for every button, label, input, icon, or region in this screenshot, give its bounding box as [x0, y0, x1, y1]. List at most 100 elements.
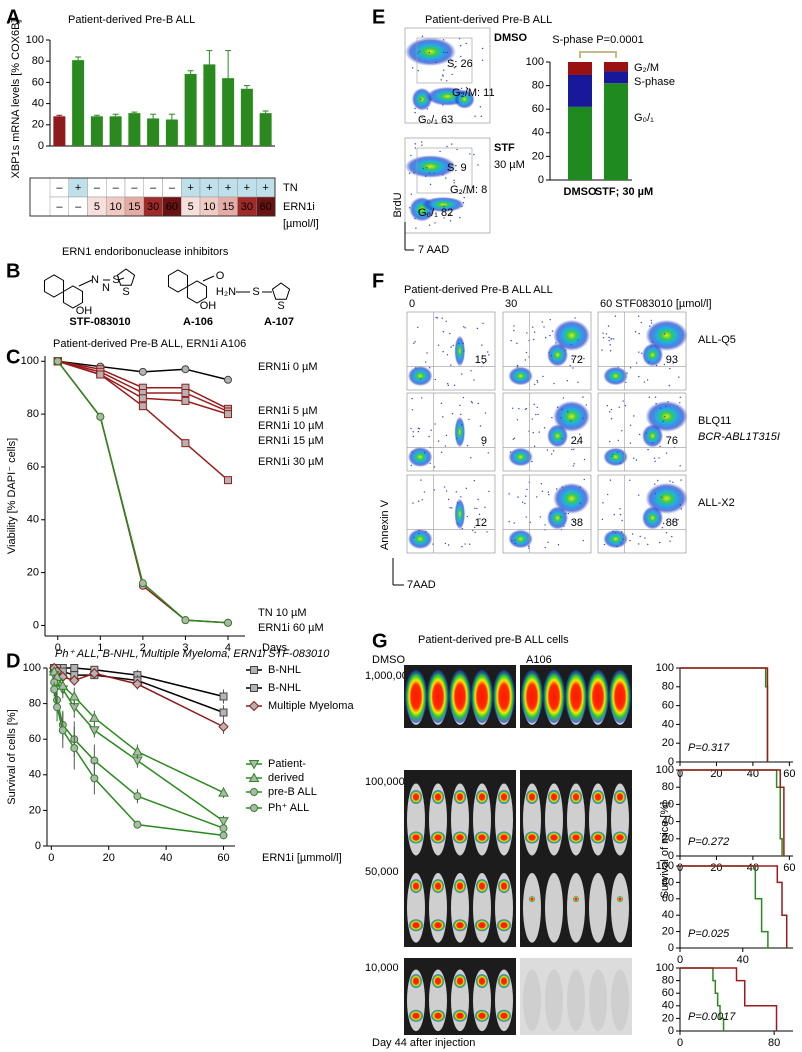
flow-event — [663, 333, 666, 335]
y-tick-label: 80 — [662, 975, 674, 987]
flow-event — [537, 413, 539, 416]
gate-label: G₀/₁ 63 — [418, 114, 453, 126]
signal — [569, 831, 583, 844]
y-tick-label: 0 — [668, 942, 674, 954]
flow-event — [582, 417, 584, 419]
flow-density — [454, 498, 466, 530]
y-axis-label: XBP1s mRNA levels [% COX6B] — [10, 20, 22, 179]
y-tick-label: 40 — [662, 909, 674, 921]
signal — [475, 831, 489, 844]
signal — [431, 919, 445, 932]
annotation: P=0.0017 — [688, 1011, 736, 1023]
flow-event — [529, 521, 531, 524]
marker — [89, 712, 100, 722]
flow-event — [525, 495, 527, 497]
flow-event — [608, 339, 610, 342]
mouse — [567, 873, 585, 943]
legend-label: ERN1i 30 µM — [258, 456, 324, 468]
flow-event — [414, 107, 416, 110]
flow-event — [571, 448, 573, 451]
signal — [431, 831, 445, 844]
table-cell-text: 30 — [241, 201, 253, 213]
flow-event — [645, 432, 648, 434]
flow-event — [532, 432, 534, 434]
signal — [617, 896, 623, 903]
flow-event — [461, 546, 463, 548]
bar — [128, 113, 141, 146]
flow-event — [426, 167, 428, 169]
flow-event — [625, 381, 627, 384]
signal — [432, 974, 444, 989]
flow-event — [612, 530, 614, 533]
atom-label: OH — [200, 300, 217, 312]
y-tick-label: 60 — [29, 733, 41, 745]
table-cell-text: + — [75, 182, 81, 194]
flow-event — [663, 363, 666, 366]
flow-event — [526, 332, 528, 334]
flow-event — [473, 153, 475, 156]
mouse — [567, 969, 585, 1032]
flow-event — [421, 35, 424, 38]
flow-density — [547, 506, 569, 530]
flow-event — [417, 500, 420, 502]
flow-density — [553, 319, 591, 351]
legend-label: ERN1i 60 µM — [258, 622, 324, 634]
flow-event — [551, 416, 553, 419]
flow-event — [557, 544, 560, 546]
group-label: A106 — [526, 654, 552, 666]
y-tick-label: 80 — [662, 781, 674, 793]
flow-event — [479, 425, 482, 427]
flow-density — [603, 529, 628, 549]
flow-event — [449, 506, 451, 509]
flow-event — [442, 330, 445, 333]
flow-event — [433, 466, 436, 468]
flow-density — [405, 37, 456, 66]
flow-event — [447, 498, 450, 501]
flow-event — [549, 318, 551, 321]
flow-event — [428, 172, 431, 174]
flow-event — [451, 507, 453, 509]
legend-label: TN 10 µM — [258, 607, 307, 619]
flow-event — [524, 359, 527, 361]
flow-density — [508, 529, 533, 549]
table-cell-text: 5 — [188, 201, 194, 213]
marker — [132, 678, 143, 690]
legend-label: Multiple Myeloma — [268, 700, 354, 712]
compound-name: A-107 — [264, 316, 294, 328]
flow-event — [547, 491, 550, 493]
flow-event — [610, 455, 613, 457]
flow-event — [572, 465, 574, 467]
flow-event — [436, 317, 439, 319]
signal — [454, 790, 466, 804]
flow-event — [658, 457, 660, 459]
flow-event — [634, 331, 637, 333]
flow-density — [553, 482, 591, 514]
signal — [592, 790, 604, 804]
treatment-label: STF — [494, 142, 515, 154]
flow-density — [407, 446, 433, 468]
compound-name: A-106 — [183, 316, 213, 328]
ring — [116, 268, 136, 286]
panel-label: F — [372, 270, 384, 292]
flow-event — [417, 210, 420, 212]
flow-event — [473, 480, 476, 482]
flow-event — [426, 352, 428, 354]
flow-event — [619, 513, 622, 516]
flow-event — [447, 384, 450, 387]
flow-event — [450, 346, 452, 348]
flow-event — [610, 408, 613, 411]
flow-density — [405, 155, 456, 178]
flow-event — [452, 344, 454, 347]
flow-density — [407, 528, 433, 550]
x-tick-label: 40 — [747, 768, 759, 780]
flow-event — [470, 457, 472, 459]
signal — [475, 919, 489, 932]
flow-event — [421, 117, 423, 119]
panel-title: Patient-derived Pre-B ALL ALL — [404, 284, 553, 296]
x-tick-label: 1 — [97, 642, 103, 654]
flow-event — [585, 404, 588, 406]
flow-event — [424, 175, 427, 177]
flow-event — [513, 522, 515, 524]
marker — [90, 774, 99, 783]
flow-event — [532, 338, 535, 341]
